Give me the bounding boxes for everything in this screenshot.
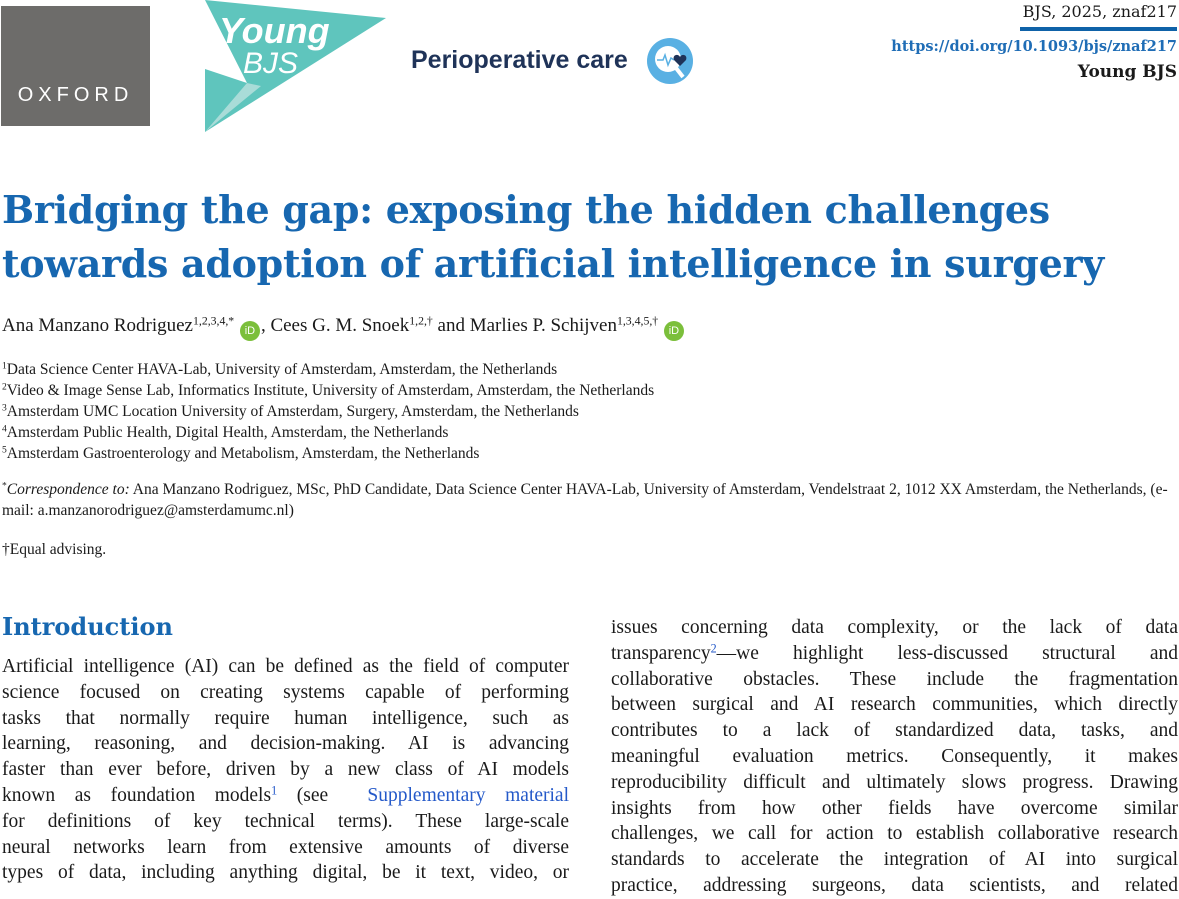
author-name[interactable]: Marlies P. Schijven [469, 315, 617, 336]
young-bjs-logo: Young BJS [205, 0, 386, 132]
affiliations: 1Data Science Center HAVA-Lab, Universit… [2, 359, 654, 464]
orcid-icon[interactable]: iD [239, 321, 260, 341]
journal-section: Young BJS [1077, 62, 1177, 82]
right-column-text: issues concerning data complexity, or th… [611, 617, 1178, 896]
svg-text:Young: Young [219, 10, 330, 51]
affiliation: 4Amsterdam Public Health, Digital Health… [2, 423, 449, 441]
equal-advising-note: †Equal advising. [2, 541, 107, 558]
reference-link[interactable]: 2 [710, 641, 717, 656]
citation: BJS, 2025, znaf217 [1022, 2, 1177, 21]
oxford-logo: OXFORD [1, 6, 150, 126]
affiliation: 3Amsterdam UMC Location University of Am… [2, 402, 579, 420]
orcid-icon[interactable]: iD [663, 321, 684, 341]
supplementary-link[interactable]: Supplementary material [367, 784, 569, 806]
left-column-text: Artificial intelligence (AI) can be defi… [2, 656, 569, 884]
doi-link[interactable]: https://doi.org/10.1093/bjs/znaf217 [891, 38, 1177, 55]
svg-text:BJS: BJS [243, 47, 298, 80]
affiliation: 5Amsterdam Gastroenterology and Metaboli… [2, 444, 480, 462]
author-name[interactable]: Ana Manzano Rodriguez [2, 315, 193, 336]
section-label: Perioperative care [411, 46, 628, 74]
citation-underline [1020, 27, 1177, 31]
affiliation: 1Data Science Center HAVA-Lab, Universit… [2, 360, 558, 378]
affiliation: 2Video & Image Sense Lab, Informatics In… [2, 381, 655, 399]
section-heading: Introduction [2, 612, 173, 641]
magnifier-heartbeat-heart-icon [647, 38, 693, 84]
author-name[interactable]: Cees G. M. Snoek [270, 315, 410, 336]
article-title: Bridging the gap: exposing the hidden ch… [2, 187, 1104, 286]
author-list: Ana Manzano Rodriguez1,2,3,4,* iD, Cees … [2, 315, 685, 341]
correspondence: *Correspondence to: Ana Manzano Rodrigue… [2, 480, 1168, 519]
reference-link[interactable]: 1 [271, 783, 278, 798]
